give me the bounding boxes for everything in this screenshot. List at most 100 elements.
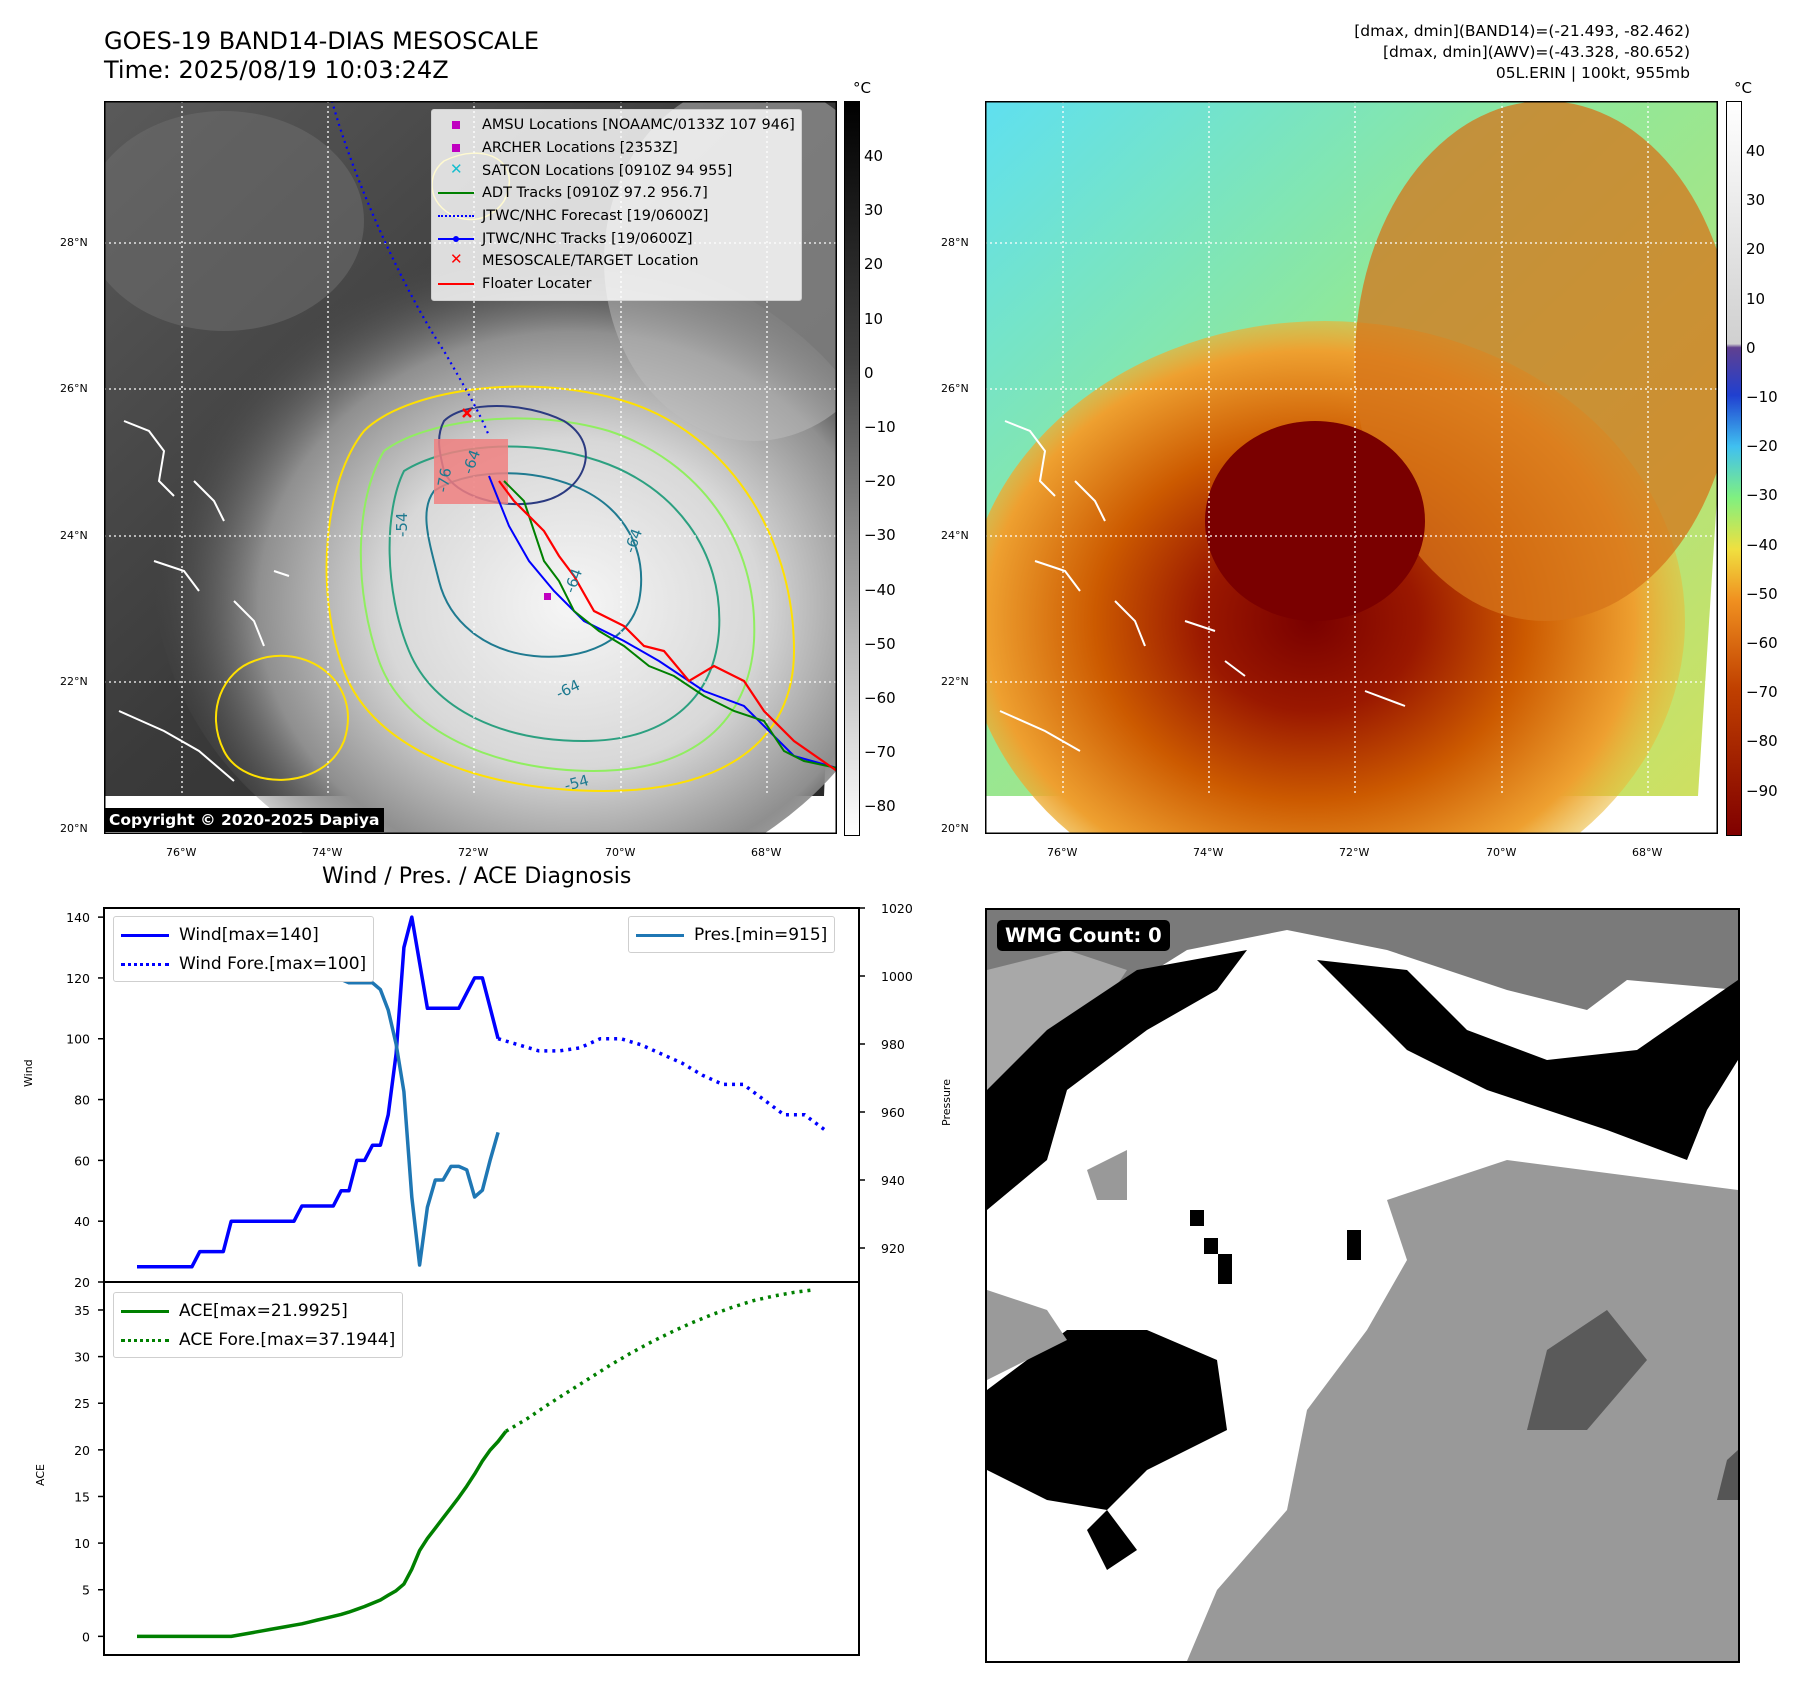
wmg-image (987, 910, 1738, 1661)
line-dot-icon (438, 231, 474, 247)
colorbar-tick: −60 (1746, 634, 1778, 652)
legend-item-pressure: Pres.[min=915] (636, 920, 827, 949)
colorbar-tick: −70 (1746, 683, 1778, 702)
ace-forecast-series-line (505, 1287, 816, 1433)
wind-legend: Wind[max=140] Wind Fore.[max=100] (113, 916, 375, 982)
legend-item-adt: ADT Tracks [0910Z 97.2 956.7] (438, 182, 795, 205)
pressure-tick-label: 940 (881, 1173, 905, 1188)
lat-tick: 22°N (941, 675, 969, 688)
title-line2: Time: 2025/08/19 10:03:24Z (104, 56, 449, 84)
legend-item-satcon: ✕ SATCON Locations [0910Z 94 955] (438, 159, 795, 182)
lon-tick: 70°W (1486, 846, 1517, 859)
solid-line-icon (438, 185, 474, 201)
lon-tick: 72°W (458, 846, 489, 859)
legend-label: Wind Fore.[max=100] (179, 953, 367, 974)
colorbar-tick: −50 (864, 634, 896, 653)
colorbar-tick: −20 (1746, 437, 1778, 456)
square-marker-icon (438, 140, 474, 156)
colorbar-tick: −40 (1746, 535, 1778, 554)
colorbar-tick: 10 (1746, 289, 1766, 308)
lon-tick: 76°W (166, 846, 197, 859)
solid-line-icon (636, 930, 684, 940)
legend-label: Pres.[min=915] (694, 924, 828, 945)
ace-tick-label: 20 (74, 1443, 90, 1458)
pressure-tick-label: 1020 (881, 901, 913, 916)
wind-tick-label: 100 (66, 1032, 90, 1047)
legend-item-ace-forecast: ACE Fore.[max=37.1944] (121, 1325, 395, 1354)
lat-tick: 22°N (60, 675, 88, 688)
colorbar-tick: 0 (1746, 338, 1756, 357)
ir-map-panel: -64 -76 -64 -54 -64 -64 -54 AMSU Locatio… (84, 81, 914, 901)
lon-tick: 68°W (751, 846, 782, 859)
awv-map-image (965, 100, 1735, 921)
contour-label-7: -54 (562, 771, 590, 795)
colorbar-left-unit: °C (853, 79, 871, 97)
colorbar-tick: −40 (864, 580, 896, 599)
pressure-tick-label: 980 (881, 1037, 905, 1052)
ace-tick-label: 30 (74, 1350, 90, 1365)
lat-tick: 20°N (941, 822, 969, 835)
legend-item-ace: ACE[max=21.9925] (121, 1296, 395, 1325)
wind-tick-label: 20 (74, 1275, 90, 1290)
colorbar-tick: 10 (864, 309, 884, 328)
legend-item-target: ✕ MESOSCALE/TARGET Location (438, 250, 795, 273)
wind-forecast-series-line (497, 1036, 827, 1132)
wmg-count-badge: WMG Count: 0 (997, 920, 1170, 951)
legend-label: Floater Locater (482, 276, 592, 293)
dotted-line-icon (438, 208, 474, 224)
pressure-tick-label: 920 (881, 1241, 905, 1256)
legend-item-floater: Floater Locater (438, 273, 795, 296)
colorbar-left (844, 101, 860, 836)
colorbar-tick: −80 (1746, 732, 1778, 751)
diagnosis-title: Wind / Pres. / ACE Diagnosis (322, 864, 632, 889)
info-line1: [dmax, dmin](BAND14)=(-21.493, -82.462) (1354, 22, 1690, 40)
legend-item-amsu: AMSU Locations [NOAAMC/0133Z 107 946] (438, 114, 795, 137)
wind-series-line (137, 915, 500, 1269)
dotted-line-icon (121, 1335, 169, 1345)
legend-label: AMSU Locations [NOAAMC/0133Z 107 946] (482, 117, 795, 134)
colorbar-tick: 40 (864, 147, 884, 165)
legend-label: JTWC/NHC Forecast [19/0600Z] (482, 208, 709, 225)
lat-tick: 28°N (60, 236, 88, 249)
square-marker-icon (438, 117, 474, 133)
legend-label: ACE Fore.[max=37.1944] (179, 1329, 396, 1350)
colorbar-tick: −30 (864, 526, 896, 545)
colorbar-tick: 40 (1746, 142, 1766, 160)
ace-tick-label: 10 (74, 1536, 90, 1551)
legend-label: SATCON Locations [0910Z 94 955] (482, 162, 733, 179)
ace-series-line (137, 1430, 508, 1639)
legend-item-tracks: JTWC/NHC Tracks [19/0600Z] (438, 227, 795, 250)
pressure-tick-label: 960 (881, 1105, 905, 1120)
map-legend: AMSU Locations [NOAAMC/0133Z 107 946] AR… (431, 109, 802, 301)
lat-tick: 26°N (60, 382, 88, 395)
x-marker-icon: ✕ (450, 159, 463, 178)
awv-map-panel (965, 100, 1735, 921)
lon-tick: 72°W (1339, 846, 1370, 859)
colorbar-tick: 20 (864, 255, 884, 274)
wind-tick-label: 120 (66, 971, 90, 986)
lon-tick: 74°W (312, 846, 343, 859)
pressure-legend: Pres.[min=915] (628, 916, 836, 953)
wind-tick-label: 60 (74, 1153, 90, 1168)
solid-line-icon (438, 276, 474, 292)
wind-tick-label: 40 (74, 1214, 90, 1229)
wmg-panel: WMG Count: 0 (985, 908, 1740, 1663)
lon-tick: 68°W (1632, 846, 1663, 859)
lat-tick: 24°N (941, 529, 969, 542)
legend-label: ARCHER Locations [2353Z] (482, 140, 678, 157)
legend-label: ACE[max=21.9925] (179, 1300, 348, 1321)
colorbar-tick: −80 (864, 797, 896, 816)
ace-tick-label: 35 (74, 1303, 90, 1318)
colorbar-tick: 30 (864, 201, 884, 220)
dotted-line-icon (121, 959, 169, 969)
colorbar-tick: −30 (1746, 486, 1778, 505)
colorbar-tick: −70 (864, 743, 896, 762)
colorbar-tick: −20 (864, 472, 896, 491)
legend-label: MESOSCALE/TARGET Location (482, 253, 699, 270)
solid-line-icon (121, 930, 169, 940)
lat-tick: 26°N (941, 382, 969, 395)
colorbar-tick: −50 (1746, 584, 1778, 603)
lon-tick: 74°W (1193, 846, 1224, 859)
pressure-tick-label: 1000 (881, 969, 913, 984)
wind-tick-label: 140 (66, 910, 90, 925)
